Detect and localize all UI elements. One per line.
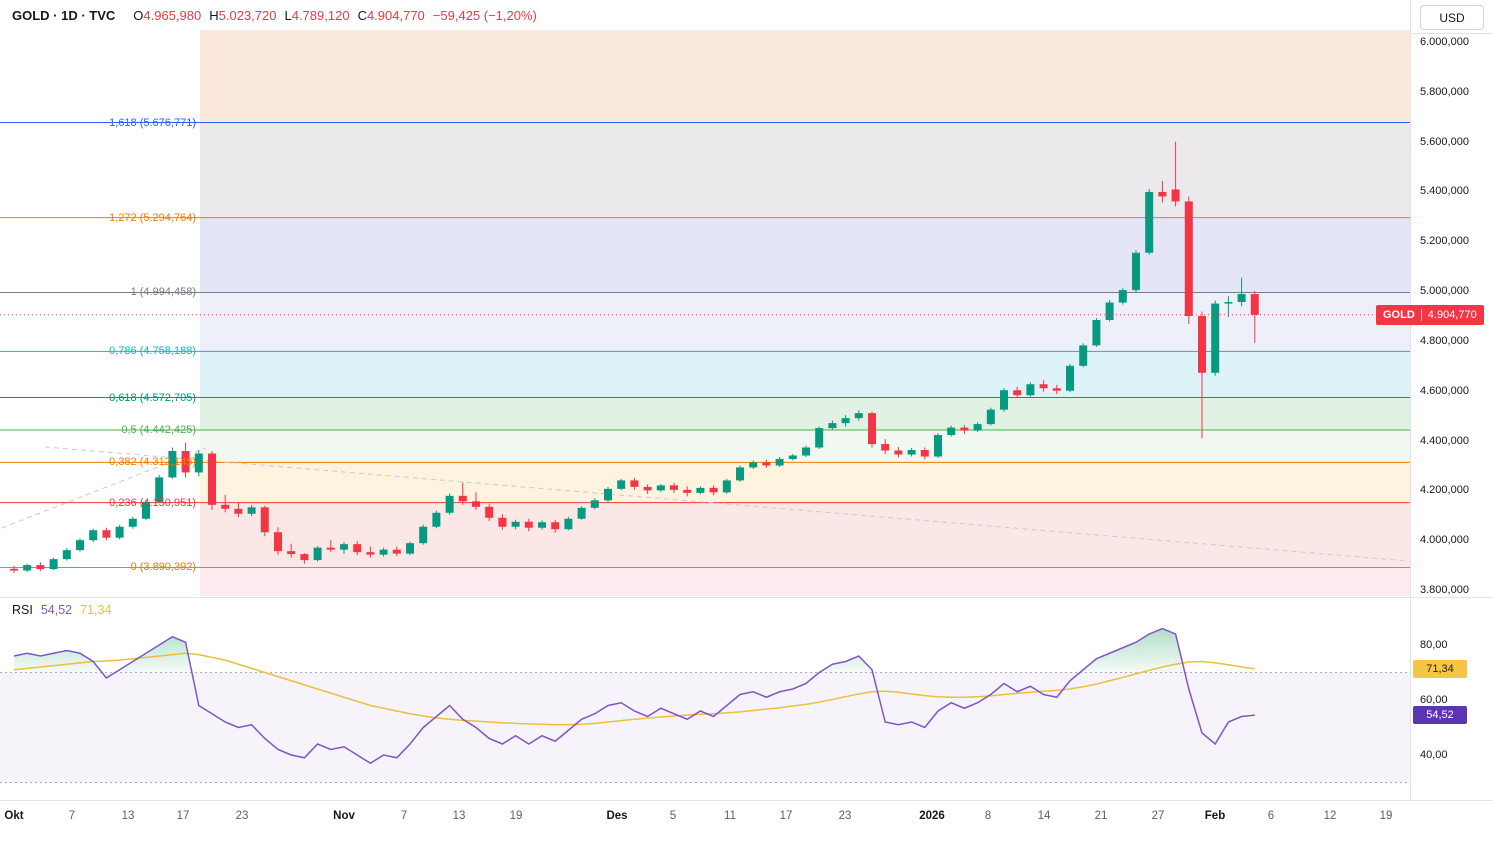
time-axis-label: 14 — [1037, 810, 1051, 822]
chart-canvas[interactable] — [0, 0, 1410, 800]
low-key: L — [284, 8, 292, 23]
time-axis-label: 19 — [509, 810, 523, 822]
currency-toggle-button[interactable]: USD — [1420, 5, 1484, 30]
open-value: 4.965,980 — [143, 8, 202, 23]
low-value: 4.789,120 — [291, 8, 350, 23]
price-axis-tick: 4.600,000 — [1420, 384, 1469, 397]
price-axis-tick: 5.600,000 — [1420, 135, 1469, 148]
time-axis-label: 13 — [452, 810, 466, 822]
rsi-axis-tick: 80,00 — [1420, 639, 1448, 651]
rsi-ma-value: 71,34 — [80, 603, 112, 617]
time-axis-label: 23 — [838, 810, 852, 822]
price-axis-tick: 5.400,000 — [1420, 185, 1469, 198]
time-axis-label: 8 — [984, 810, 992, 822]
time-axis-label: 11 — [724, 810, 736, 822]
pane-divider[interactable] — [0, 597, 1493, 598]
time-axis-label: 5 — [669, 810, 677, 822]
time-axis-label: Nov — [333, 810, 355, 822]
time-axis-label: 23 — [235, 810, 249, 822]
close-key: C — [357, 8, 367, 23]
axis-header: USD — [1410, 0, 1493, 34]
price-axis-tick: 4.400,000 — [1420, 434, 1469, 447]
time-axis-label: 21 — [1094, 810, 1108, 822]
time-axis-label: Des — [606, 810, 628, 822]
rsi-axis-tick: 60,00 — [1420, 694, 1448, 706]
last-price-badge: GOLD 4.904,770 — [1376, 304, 1484, 325]
rsi-value-badge: 54,52 — [1413, 706, 1467, 725]
change-value: −59,425 (−1,20%) — [432, 8, 537, 23]
time-axis-label: Okt — [4, 810, 24, 822]
time-axis-label: 13 — [121, 810, 135, 822]
price-axis-tick: 4.200,000 — [1420, 484, 1469, 497]
rsi-legend: RSI 54,52 71,34 — [12, 603, 111, 617]
last-price-badge-value: 4.904,770 — [1420, 308, 1477, 321]
high-key: H — [209, 8, 219, 23]
price-axis-tick: 4.800,000 — [1420, 334, 1469, 347]
time-axis-label: 12 — [1323, 810, 1337, 822]
time-axis-label: Feb — [1204, 810, 1226, 822]
price-axis-tick: 3.800,000 — [1420, 584, 1469, 596]
time-axis-label: 17 — [779, 810, 793, 822]
open-key: O — [133, 8, 144, 23]
price-axis-tick: 5.800,000 — [1420, 85, 1469, 98]
price-axis-tick: 4.000,000 — [1420, 534, 1469, 547]
axis-divider — [0, 800, 1493, 801]
rsi-title: RSI — [12, 603, 33, 617]
high-value: 5.023,720 — [218, 8, 277, 23]
time-axis-label: 27 — [1151, 810, 1165, 822]
time-axis[interactable]: Okt 7 13 17 23 Nov 7 13 19 Des 5 11 17 23 2026 8 14 21 27 F… — [0, 801, 1493, 845]
rsi-value: 54,52 — [40, 603, 73, 617]
time-axis-label: 2026 — [919, 810, 945, 822]
price-axis-tick: 5.000,000 — [1420, 285, 1469, 298]
time-axis-label: 19 — [1379, 810, 1393, 822]
close-value: 4.904,770 — [366, 8, 425, 23]
ohlc-legend: GOLD · 1D · TVC O4.965,980 H5.023,720 L4.78… — [12, 8, 537, 23]
price-axis-tick: 5.200,000 — [1420, 235, 1469, 248]
price-axis[interactable]: 6.000,000 5.800,000 5.600,000 5.400,000 5.20… — [1410, 0, 1493, 800]
time-axis-label: 6 — [1267, 810, 1275, 822]
last-price-badge-symbol: GOLD — [1383, 308, 1415, 321]
time-axis-label: 17 — [176, 810, 190, 822]
rsi-axis-tick: 40,00 — [1420, 749, 1448, 761]
time-axis-label: 7 — [400, 810, 408, 822]
rsi-ma-badge: 71,34 — [1413, 659, 1467, 678]
symbol-title: GOLD · 1D · TVC — [12, 8, 116, 23]
time-axis-label: 7 — [68, 810, 76, 822]
price-axis-tick: 6.000,000 — [1420, 36, 1469, 48]
